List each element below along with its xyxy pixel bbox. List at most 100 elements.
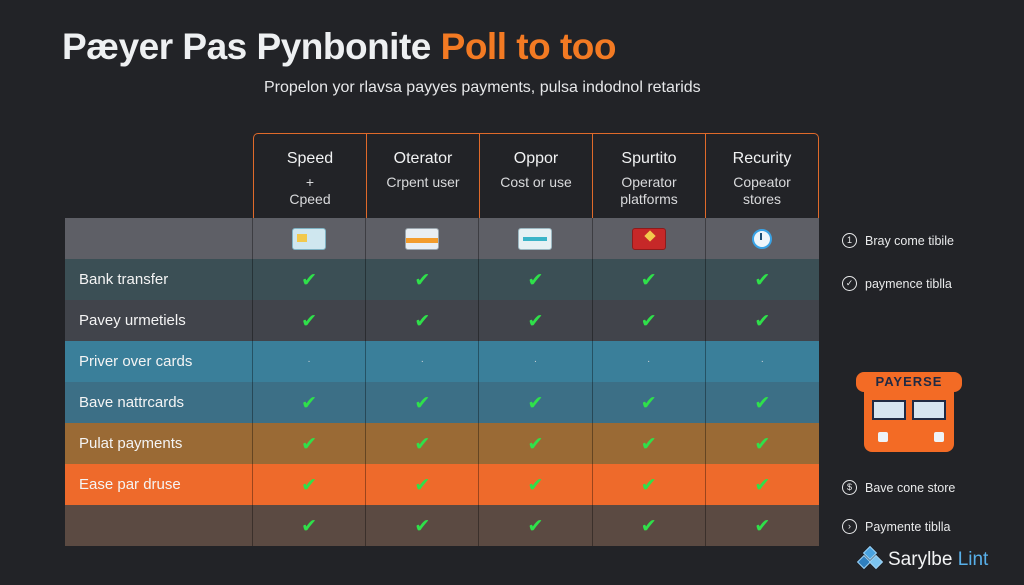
table-cell: ✔ bbox=[593, 505, 706, 546]
title-accent: Poll to too bbox=[440, 26, 617, 67]
table-cell: ✔ bbox=[479, 259, 593, 300]
table-row: Priver over cards · · · · · bbox=[65, 341, 819, 382]
checkmark-icon: ✔ bbox=[640, 309, 657, 332]
table-cell: ✔ bbox=[706, 300, 819, 341]
note-text: Paymente tiblla bbox=[865, 519, 951, 534]
column-subtitle: Cost or use bbox=[500, 174, 572, 190]
checkmark-icon: ✔ bbox=[754, 391, 771, 414]
checkmark-icon: ✔ bbox=[301, 432, 318, 455]
column-header-recurity: Recurity Copeator stores bbox=[706, 134, 818, 218]
icon-row-label bbox=[65, 218, 253, 259]
page-title: Pæyer Pas Pynbonite Poll to too bbox=[62, 26, 617, 68]
table-cell: ✔ bbox=[593, 259, 706, 300]
table-row: Bank transfer ✔ ✔ ✔ ✔ ✔ bbox=[65, 259, 819, 300]
table-cell: ✔ bbox=[253, 505, 367, 546]
column-header-speed: Speed + Cpeed bbox=[254, 134, 367, 218]
row-label bbox=[65, 505, 253, 546]
table-row: Pulat payments ✔ ✔ ✔ ✔ ✔ bbox=[65, 423, 819, 464]
dot-icon: · bbox=[760, 356, 765, 367]
dot-icon: · bbox=[307, 356, 311, 367]
brand-name-part2: Lint bbox=[957, 549, 989, 570]
table-cell: ✔ bbox=[479, 505, 593, 546]
column-title: Oterator bbox=[393, 150, 453, 167]
row-label: Bank transfer bbox=[65, 259, 253, 300]
cube-logo-icon bbox=[856, 545, 884, 572]
column-subtitle: Copeator stores bbox=[733, 174, 791, 207]
dot-icon: · bbox=[646, 356, 651, 367]
checkmark-icon: ✔ bbox=[414, 432, 431, 455]
column-title: Recurity bbox=[732, 150, 792, 167]
kiosk-body bbox=[864, 392, 954, 452]
kiosk-banner: PAYERSE bbox=[856, 372, 962, 392]
column-title: Speed bbox=[286, 150, 334, 167]
brand-name-part1: Sarylbe bbox=[888, 549, 958, 570]
checkmark-icon: ✔ bbox=[527, 514, 544, 537]
table-cell: ✔ bbox=[706, 382, 819, 423]
checkmark-icon: ✔ bbox=[640, 473, 657, 496]
table-cell: · bbox=[479, 341, 593, 382]
checkmark-icon: ✔ bbox=[414, 391, 431, 414]
table-cell: · bbox=[253, 341, 367, 382]
table-cell: ✔ bbox=[366, 423, 480, 464]
checkmark-icon: ✔ bbox=[754, 432, 771, 455]
column-subtitle: Crpent user bbox=[386, 174, 460, 190]
column-header-oterator: Oterator Crpent user bbox=[367, 134, 480, 218]
icon-cell bbox=[593, 218, 706, 259]
table-cell: ✔ bbox=[253, 464, 367, 505]
checkmark-icon: ✔ bbox=[527, 391, 544, 414]
table-cell: ✔ bbox=[479, 382, 593, 423]
row-label: Bave nattrcards bbox=[65, 382, 253, 423]
note-item: › Paymente tiblla bbox=[842, 519, 950, 534]
brand-name: Sarylbe Lint bbox=[888, 549, 988, 571]
checkmark-icon: ✔ bbox=[301, 268, 318, 291]
row-label: Pulat payments bbox=[65, 423, 253, 464]
icon-cell bbox=[479, 218, 593, 259]
checkmark-icon: ✔ bbox=[414, 268, 431, 291]
icon-cell bbox=[253, 218, 367, 259]
table-cell: · bbox=[366, 341, 480, 382]
table-cell: · bbox=[593, 341, 706, 382]
kiosk-window bbox=[912, 400, 946, 420]
column-header-box: Speed + Cpeed Oterator Crpent user Oppor… bbox=[253, 133, 819, 218]
dot-icon: · bbox=[420, 356, 424, 367]
check-circle-icon: ✓ bbox=[842, 276, 857, 291]
table-cell: ✔ bbox=[593, 423, 706, 464]
column-subtitle: + Cpeed bbox=[289, 174, 331, 207]
kiosk-window bbox=[872, 400, 906, 420]
checkmark-icon: ✔ bbox=[640, 514, 657, 537]
title-main: Pæyer Pas Pynbonite bbox=[62, 26, 441, 67]
icon-row bbox=[65, 218, 819, 259]
checkmark-icon: ✔ bbox=[527, 309, 544, 332]
table-cell: · bbox=[706, 341, 819, 382]
icon-cell bbox=[366, 218, 480, 259]
table-cell: ✔ bbox=[479, 423, 593, 464]
clock-icon bbox=[752, 228, 773, 249]
table-row: Pavey urmetiels ✔ ✔ ✔ ✔ ✔ bbox=[65, 300, 819, 341]
table-cell: ✔ bbox=[253, 259, 367, 300]
note-text: Bave cone store bbox=[865, 480, 956, 495]
note-item: ✓ paymence tiblla bbox=[842, 276, 952, 291]
row-label: Pavey urmetiels bbox=[65, 300, 253, 341]
kiosk-button bbox=[934, 432, 944, 442]
checkmark-icon: ✔ bbox=[754, 268, 771, 291]
row-label: Ease par druse bbox=[65, 464, 253, 505]
column-title: Spurtito bbox=[621, 150, 677, 167]
checkmark-icon: ✔ bbox=[527, 432, 544, 455]
note-text: paymence tiblla bbox=[865, 276, 952, 291]
table-row: Bave nattrcards ✔ ✔ ✔ ✔ ✔ bbox=[65, 382, 819, 423]
brand-logo: Sarylbe Lint bbox=[856, 545, 988, 572]
table-cell: ✔ bbox=[366, 464, 480, 505]
note-item: $ Bave cone store bbox=[842, 480, 955, 495]
teal-credit-card-icon bbox=[518, 227, 553, 250]
table-cell: ✔ bbox=[366, 505, 480, 546]
table-row: ✔ ✔ ✔ ✔ ✔ bbox=[65, 505, 819, 546]
row-label: Priver over cards bbox=[65, 341, 253, 382]
checkmark-icon: ✔ bbox=[640, 432, 657, 455]
checkmark-icon: ✔ bbox=[640, 268, 657, 291]
table-cell: ✔ bbox=[366, 259, 480, 300]
checkmark-icon: ✔ bbox=[640, 391, 657, 414]
table-cell: ✔ bbox=[706, 505, 819, 546]
checkmark-icon: ✔ bbox=[301, 309, 318, 332]
table-cell: ✔ bbox=[366, 382, 480, 423]
table-cell: ✔ bbox=[253, 382, 367, 423]
